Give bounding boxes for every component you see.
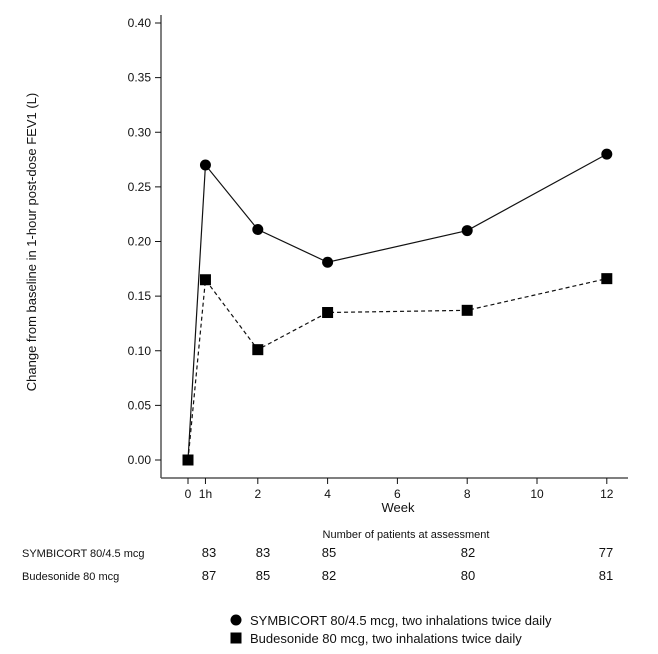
series-group	[182, 148, 613, 466]
data-point-square	[252, 344, 264, 356]
data-point-circle	[601, 148, 613, 160]
table-cell: 80	[461, 568, 475, 583]
y-tick-label: 0.00	[128, 453, 152, 467]
y-tick-label: 0.15	[128, 289, 152, 303]
patients-table: SYMBICORT 80/4.5 mcg 83 83 85 82 77 Budesonide…	[22, 545, 613, 583]
x-tick-label: 12	[600, 487, 614, 501]
y-tick-label: 0.35	[128, 71, 152, 85]
data-point-square	[182, 454, 194, 466]
table-cell: 87	[202, 568, 216, 583]
legend-square-icon	[230, 632, 242, 644]
data-point-circle	[252, 223, 264, 235]
legend-label: SYMBICORT 80/4.5 mcg, two inhalations tw…	[250, 613, 552, 628]
table-cell: 77	[599, 545, 613, 560]
legend-circle-icon	[230, 614, 242, 626]
table-cell: 82	[461, 545, 475, 560]
series-line-0	[187, 153, 608, 461]
x-tick-label: 10	[530, 487, 544, 501]
data-point-circle	[461, 225, 473, 237]
y-tick-label: 0.05	[128, 398, 152, 412]
table-row-label: SYMBICORT 80/4.5 mcg	[22, 548, 144, 560]
y-tick-label: 0.25	[128, 180, 152, 194]
data-point-square	[322, 307, 334, 319]
x-tick-label: 6	[394, 487, 401, 501]
x-tick-label: 2	[254, 487, 261, 501]
y-axis-label: Change from baseline in 1-hour post-dose…	[24, 93, 39, 391]
x-axis-label: Week	[382, 500, 415, 515]
series-line-1	[187, 278, 607, 461]
axes: 0.00 0.05 0.10 0.15 0.20 0.25 0.30 0.35 0.40 0 1h 2…	[128, 15, 628, 501]
x-tick-label: 4	[324, 487, 331, 501]
legend-label: Budesonide 80 mcg, two inhalations twice…	[250, 631, 522, 646]
x-tick-label: 1h	[199, 487, 212, 501]
table-cell: 85	[322, 545, 336, 560]
table-cell: 85	[256, 568, 270, 583]
table-cell: 82	[322, 568, 336, 583]
data-point-circle	[199, 159, 211, 171]
x-tick-label: 0	[185, 487, 192, 501]
y-tick-label: 0.10	[128, 344, 152, 358]
table-row-label: Budesonide 80 mcg	[22, 571, 119, 583]
patients-table-title: Number of patients at assessment	[323, 529, 490, 541]
table-cell: 83	[202, 545, 216, 560]
legend: SYMBICORT 80/4.5 mcg, two inhalations tw…	[230, 613, 552, 646]
y-tick-label: 0.30	[128, 125, 152, 139]
table-cell: 83	[256, 545, 270, 560]
x-tick-label: 8	[464, 487, 471, 501]
data-point-square	[601, 273, 613, 285]
data-point-square	[461, 304, 473, 316]
data-point-square	[199, 274, 211, 286]
data-point-circle	[322, 256, 334, 268]
y-tick-label: 0.40	[128, 16, 152, 30]
table-cell: 81	[599, 568, 613, 583]
y-tick-label: 0.20	[128, 235, 152, 249]
